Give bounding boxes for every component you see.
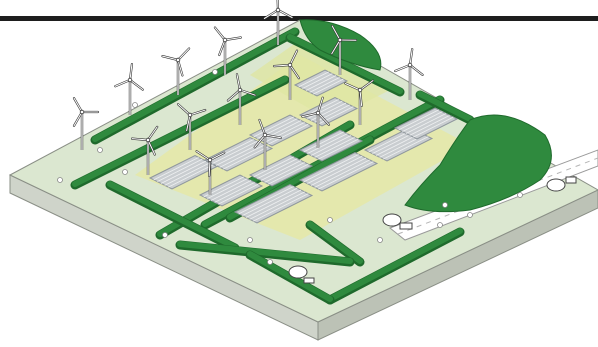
wind-turbine-icon	[330, 24, 358, 75]
solar-panel-icon	[248, 154, 314, 187]
wind-turbine-icon	[161, 47, 191, 95]
wind-turbine-icon	[394, 48, 424, 100]
wind-turbine-icon	[114, 63, 144, 115]
solar-panel-icon	[233, 183, 314, 224]
solar-panel-icon	[298, 96, 359, 127]
wind-turbine-icon	[213, 26, 242, 75]
shrub-icon	[122, 169, 128, 175]
shrub-dots	[57, 69, 523, 265]
hedgerow-icon	[177, 241, 353, 264]
shrub-icon	[327, 217, 333, 223]
shrub-icon	[97, 147, 103, 153]
hedgerow-icon	[72, 76, 288, 187]
hedgerow-icon	[92, 28, 298, 142]
wind-turbine-icon	[130, 125, 159, 175]
shrub-icon	[212, 69, 218, 75]
shrub-icon	[247, 237, 253, 243]
wind-turbine-icon	[272, 49, 301, 100]
shrub-icon	[467, 212, 473, 218]
solar-panel-icon	[298, 151, 379, 192]
wind-turbine-icon	[253, 118, 282, 170]
hedgerow-icon	[107, 181, 238, 250]
shrub-icon	[442, 202, 448, 208]
top-rule	[0, 16, 598, 21]
wind-turbine-group	[72, 0, 424, 195]
solar-panel-icon	[293, 69, 349, 97]
farmhouse-icon	[382, 213, 413, 230]
shrub-icon	[377, 237, 383, 243]
vegetation-patch-right	[404, 114, 552, 213]
farmhouse-icon	[288, 265, 315, 284]
wind-turbine-icon	[226, 73, 257, 125]
hedgerow-icon	[327, 228, 463, 302]
shrub-icon	[437, 222, 443, 228]
wind-turbine-icon	[72, 97, 100, 150]
hedgerow-icon	[247, 251, 333, 302]
hedgerow-icon	[287, 34, 403, 94]
shrub-icon	[517, 192, 523, 198]
shrub-icon	[57, 177, 63, 183]
solar-panel-icon	[298, 129, 364, 162]
shrub-icon	[267, 259, 273, 265]
solar-panel-icon	[393, 107, 459, 140]
shrub-icon	[162, 232, 168, 238]
hedgerow-icon	[307, 221, 363, 264]
wind-turbine-icon	[344, 79, 375, 125]
wind-turbine-icon	[177, 103, 207, 150]
wind-turbine-icon	[301, 96, 331, 148]
wind-turbine-icon	[263, 0, 294, 45]
wind-turbine-icon	[195, 150, 226, 195]
hedgerow-icon	[417, 91, 473, 122]
shrub-icon	[132, 102, 138, 108]
farmhouse-icon	[546, 176, 577, 192]
